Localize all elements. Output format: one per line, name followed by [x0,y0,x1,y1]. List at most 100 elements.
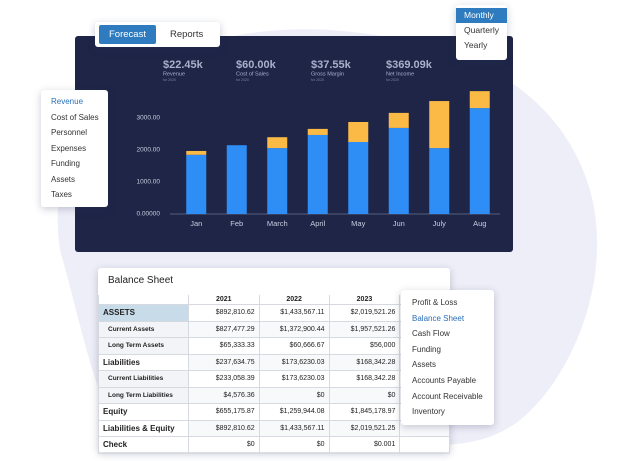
bar-segment [348,122,369,142]
menu-item[interactable]: Assets [51,174,76,184]
menu-item[interactable]: Balance Sheet [412,313,465,323]
side-menu: Revenue Cost of Sales Personnel Expenses Fun… [41,90,108,207]
menu-item[interactable]: Inventory [412,407,445,417]
kpi-note: for 2020 [311,78,324,82]
bar-segment [186,150,207,155]
x-tick-label: March [267,219,288,228]
cell: $2,019,521.26 [328,304,401,322]
cell: $173,6230.03 [258,370,330,388]
y-tick-label: 2000.00 [137,147,161,154]
report-menu: Profit & Loss Balance Sheet Cash Flow Fundi… [401,290,494,425]
row-label: Liabilities & Equity [98,419,189,437]
header-cell [98,295,189,305]
x-tick-label: April [310,219,325,228]
cell: $1,259,944.08 [258,403,330,421]
table-row: ASSETS $892,810.62 $1,433,567.11 $2,019,521… [98,304,450,322]
cell: $2,019,521.25 [328,419,401,437]
cell: $168,342.28 [328,353,401,371]
kpi-value: $37.55k [311,59,352,71]
cell [399,436,450,454]
menu-item[interactable]: Funding [51,159,80,168]
cell: $65,333.33 [187,337,260,355]
table-row: Long Term Assets $65,333.33 $60,666.67 $56,… [98,337,450,355]
row-label: ASSETS [98,304,189,322]
column-header: 2023 [328,295,401,305]
menu-item[interactable]: Account Receivable [412,391,483,401]
cell: $1,433,567.11 [258,419,330,437]
cell: $1,957,521.26 [328,320,401,338]
x-tick-label: Feb [230,219,243,228]
bar-segment [388,127,409,214]
kpi-label: Gross Margin [311,71,344,77]
table-row: Current Liabilities $233,058.39 $173,6230.… [98,370,450,388]
y-tick-label: 1000.00 [137,179,161,186]
menu-item[interactable]: Expenses [51,143,87,153]
bar-segment [267,137,288,149]
period-option[interactable]: Quarterly [464,25,499,35]
cell: $1,372,900.44 [258,320,330,338]
cell: $1,845,178.97 [328,403,401,421]
cell: $0 [187,436,260,454]
bar-segment [307,134,328,214]
y-tick-label: 3000.00 [137,115,161,122]
cell: $233,058.39 [187,370,260,388]
cell: $60,666.67 [258,337,330,355]
cell: $892,810.62 [187,419,260,437]
menu-item[interactable]: Revenue [51,97,84,106]
bar-segment [429,148,450,214]
table-row: Check $0 $0 $0.001 [98,436,450,454]
menu-item[interactable]: Cash Flow [412,329,450,339]
period-option[interactable]: Monthly [456,8,507,23]
cell: $237,634.75 [187,353,260,371]
menu-item[interactable]: Assets [412,360,437,370]
x-tick-label: July [433,219,447,228]
x-tick-label: Jan [190,219,202,228]
tab-bar: Forecast Reports [95,22,220,47]
table-row: Liabilities & Equity $892,810.62 $1,433,56… [98,419,450,437]
balance-sheet: Balance Sheet 2021 2022 2023 ASSETS $892,81… [98,268,450,454]
kpi-value: $369.09k [386,59,433,71]
cell: $0.001 [328,436,401,454]
bar-segment [186,154,207,214]
sheet-title: Balance Sheet [108,275,174,286]
menu-item[interactable]: Personnel [51,128,88,137]
menu-item[interactable]: Accounts Payable [412,375,477,385]
menu-item[interactable]: Cost of Sales [51,112,99,122]
row-label: Liabilities [98,353,189,371]
cell: $892,810.62 [187,304,260,322]
cell: $168,342.28 [328,370,401,388]
cell: $0 [328,386,401,404]
bar-segment [469,108,490,214]
menu-item[interactable]: Taxes [51,190,72,199]
table-row: Liabilities $237,634.75 $173,6230.03 $168,3… [98,353,450,371]
cell: $4,576.36 [187,386,260,404]
cell: $1,433,567.11 [258,304,330,322]
period-menu: Monthly Quarterly Yearly [456,5,507,60]
bar-segment [429,101,450,149]
column-header: 2022 [258,295,330,305]
kpi-value: $60.00k [236,59,277,71]
period-option[interactable]: Yearly [464,40,488,50]
row-label: Current Assets [98,320,189,338]
cell: $827,477.29 [187,320,260,338]
row-label: Equity [98,403,189,421]
bar-segment [469,91,490,109]
tab[interactable]: Reports [169,29,204,40]
kpi-label: Net Income [386,71,414,77]
kpi-label: Revenue [163,71,185,77]
cell: $56,000 [328,337,401,355]
kpi-value: $22.45k [163,59,204,71]
menu-item[interactable]: Funding [412,344,441,354]
table-row: Current Assets $827,477.29 $1,372,900.44 $1… [98,320,450,338]
cell: $0 [258,386,330,404]
row-label: Current Liabilities [98,370,189,388]
bar-segment [388,112,409,128]
tab[interactable]: Forecast [99,25,156,44]
menu-item[interactable]: Profit & Loss [412,298,458,307]
bar-segment [307,128,328,135]
header-row: 2021 2022 2023 [98,295,450,305]
row-label: Check [98,436,189,454]
kpi-note: for 2020 [386,78,399,82]
